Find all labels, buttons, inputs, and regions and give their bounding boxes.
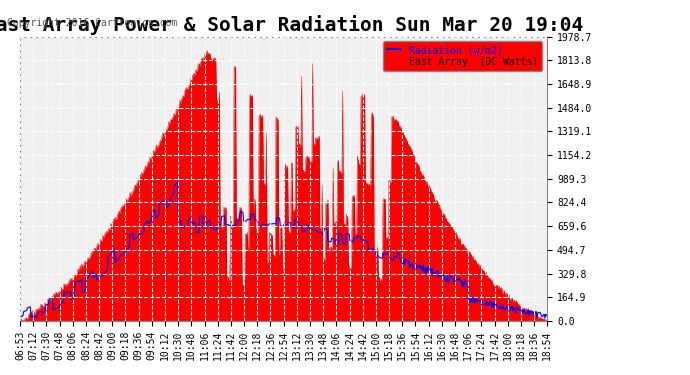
Title: East Array Power & Solar Radiation Sun Mar 20 19:04: East Array Power & Solar Radiation Sun M… (0, 15, 583, 35)
Text: Copyright 2016 Cartronics.com: Copyright 2016 Cartronics.com (7, 18, 177, 28)
Legend: Radiation (w/m2), East Array  (DC Watts): Radiation (w/m2), East Array (DC Watts) (383, 41, 542, 71)
